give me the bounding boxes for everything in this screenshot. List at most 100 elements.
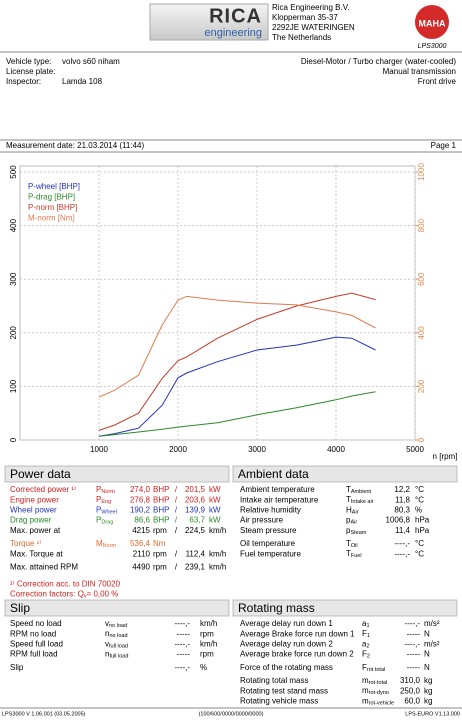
symbol: p (346, 516, 351, 525)
row-unit: BHP (153, 485, 169, 494)
symbol-sub: rot total (367, 667, 385, 673)
row-unit: % (200, 663, 207, 672)
symbol: F (362, 650, 367, 659)
row-label: Average delay run down 1 (240, 619, 333, 628)
row-symbol: PNorm (96, 485, 115, 495)
symbol: v (105, 619, 109, 628)
legend-entry: P-wheel [BHP] (28, 182, 80, 191)
y-tick-label: 500 (9, 165, 18, 179)
row-value: 60,0 (404, 697, 420, 706)
row-value: 12,2 (394, 485, 410, 494)
symbol: H (346, 506, 352, 515)
logo-name: RICA (209, 5, 262, 27)
row-label: Drag power (10, 516, 52, 525)
symbol: T (346, 485, 351, 494)
row-symbol: pAir (346, 516, 357, 526)
row-value: 63,7 (189, 516, 205, 525)
row-symbol: F1 (362, 629, 370, 639)
row-unit: °C (415, 549, 424, 558)
symbol-sub: rot-total (369, 680, 388, 686)
row-unit: km/h (209, 563, 226, 572)
symbol-sub: Wheel (101, 510, 117, 516)
row-unit: kW (209, 516, 221, 525)
vehicle-detail: Diesel-Motor / Turbo charger (water-cool… (301, 57, 457, 66)
row-value: 139,9 (185, 506, 206, 515)
y-tick-label: 300 (9, 272, 18, 286)
row-value: ----,- (174, 619, 190, 628)
y2-tick-label: 800 (417, 218, 426, 232)
series-line (98, 336, 376, 437)
row-value: 190,2 (130, 506, 151, 515)
symbol: P (96, 516, 101, 525)
address-line: Rica Engineering B.V. (272, 3, 350, 12)
row-value: ----- (407, 629, 421, 638)
row-label: Air pressure (240, 516, 284, 525)
row-label: Max. Torque at (10, 549, 64, 558)
correction-note: ¹⁾ Correction acc. to DIN 70020 (10, 580, 121, 589)
row-value: 274,0 (130, 485, 151, 494)
symbol-sub: Air (352, 510, 359, 516)
symbol-sub: Eng (101, 500, 111, 506)
section-header (232, 465, 458, 483)
row-unit: N (424, 650, 430, 659)
vehicle-label: Inspector: (6, 77, 41, 86)
row-label: Intake air temperature (240, 495, 319, 504)
row-value: 4490 (132, 563, 150, 572)
row-unit: Nm (153, 539, 166, 548)
brand-logo (415, 5, 449, 39)
footer-right: LPS-EURO V1.13.000 (405, 711, 460, 717)
row-symbol: TOil (346, 539, 358, 549)
row-label: RPM full load (10, 650, 58, 659)
symbol-sub: 2 (367, 654, 370, 660)
row-unit: BHP (153, 495, 169, 504)
row-value: ----- (407, 650, 421, 659)
row-symbol: nfull load (105, 650, 128, 660)
symbol: m (362, 697, 369, 706)
row-symbol: vno load (105, 619, 127, 629)
row-symbol: F2 (362, 650, 370, 660)
row-label: Slip (10, 663, 24, 672)
row-symbol: Frot total (362, 663, 385, 673)
row-label: Fuel temperature (240, 549, 301, 558)
row-separator: / (175, 506, 178, 515)
row-value: 310,0 (400, 676, 421, 685)
row-value: 536,4 (130, 539, 151, 548)
row-label: Average brake force run down 2 (240, 650, 354, 659)
row-label: Steam pressure (240, 526, 297, 535)
row-value: 276,8 (130, 495, 151, 504)
symbol: n (105, 629, 109, 638)
row-label: Wheel power (10, 506, 57, 515)
row-unit: °C (415, 495, 424, 504)
row-value: 80,3 (394, 506, 410, 515)
row-symbol: a2 (362, 640, 370, 650)
symbol: n (105, 650, 109, 659)
vehicle-detail: Manual transmission (383, 67, 456, 76)
row-value: 224,5 (185, 526, 206, 535)
symbol-sub: no load (109, 623, 127, 629)
symbol-sub: Ambient (351, 489, 372, 495)
row-unit: BHP (153, 506, 169, 515)
row-unit: N (424, 663, 430, 672)
series-line (98, 295, 376, 398)
row-unit: hPa (415, 516, 430, 525)
row-symbol: pSteam (346, 526, 367, 536)
row-label: Speed full load (10, 640, 63, 649)
row-label: Rotating vehicle mass (240, 697, 318, 706)
page-number: Page 1 (431, 141, 457, 150)
row-value: 112,4 (186, 549, 206, 558)
row-symbol: HAir (346, 506, 359, 516)
row-separator: / (175, 526, 178, 535)
symbol-sub: Oil (351, 543, 358, 549)
series-line (98, 391, 376, 437)
vehicle-label: License plate: (6, 67, 55, 76)
row-value: ----,- (174, 663, 190, 672)
x-tick-label: 4000 (327, 445, 345, 454)
symbol: a (362, 619, 367, 628)
section-header (232, 599, 458, 617)
row-label: Max. power at (10, 526, 61, 535)
x-tick-label: 1000 (90, 445, 108, 454)
symbol: p (346, 526, 351, 535)
symbol-sub: Norm (103, 543, 117, 549)
factors-label: Correction factors: Q (10, 590, 84, 599)
correction-factors: Correction factors: Qv= 0,00 % (10, 590, 118, 600)
